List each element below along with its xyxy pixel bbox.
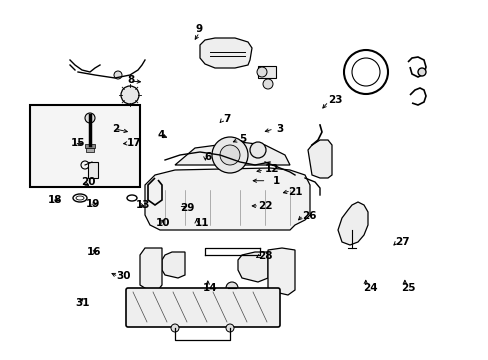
Text: 10: 10 bbox=[155, 218, 170, 228]
Text: 22: 22 bbox=[258, 201, 272, 211]
Text: 12: 12 bbox=[264, 164, 279, 174]
Text: 16: 16 bbox=[87, 247, 102, 257]
Circle shape bbox=[212, 137, 247, 173]
Circle shape bbox=[220, 145, 240, 165]
Text: 1: 1 bbox=[272, 176, 280, 186]
Polygon shape bbox=[162, 252, 184, 278]
Text: 13: 13 bbox=[136, 200, 150, 210]
Circle shape bbox=[257, 67, 266, 77]
Text: 24: 24 bbox=[362, 283, 377, 293]
Polygon shape bbox=[200, 38, 251, 68]
Polygon shape bbox=[307, 140, 331, 178]
Circle shape bbox=[114, 71, 122, 79]
Text: 30: 30 bbox=[116, 271, 131, 282]
Text: 19: 19 bbox=[85, 199, 100, 210]
Bar bbox=[30, 105, 140, 187]
Polygon shape bbox=[145, 168, 309, 230]
Text: 2: 2 bbox=[112, 124, 120, 134]
Text: 15: 15 bbox=[71, 138, 85, 148]
Text: 21: 21 bbox=[288, 186, 303, 197]
Text: 20: 20 bbox=[81, 177, 95, 187]
Text: 3: 3 bbox=[276, 124, 283, 134]
Text: 26: 26 bbox=[302, 211, 316, 221]
Text: 31: 31 bbox=[76, 298, 90, 308]
Circle shape bbox=[85, 113, 95, 123]
Text: 28: 28 bbox=[258, 251, 272, 261]
Polygon shape bbox=[238, 252, 267, 282]
Circle shape bbox=[121, 86, 139, 104]
Bar bbox=[258, 66, 275, 78]
Circle shape bbox=[417, 68, 425, 76]
Circle shape bbox=[249, 142, 265, 158]
FancyBboxPatch shape bbox=[126, 288, 280, 327]
Text: 25: 25 bbox=[400, 283, 415, 293]
Text: 27: 27 bbox=[394, 237, 409, 247]
Text: 7: 7 bbox=[223, 114, 230, 124]
Circle shape bbox=[263, 79, 272, 89]
Polygon shape bbox=[267, 248, 294, 295]
Bar bbox=[86, 148, 94, 152]
Text: 17: 17 bbox=[127, 138, 142, 148]
Polygon shape bbox=[175, 142, 289, 165]
Text: 6: 6 bbox=[204, 152, 211, 162]
Polygon shape bbox=[337, 202, 367, 245]
Circle shape bbox=[171, 324, 179, 332]
Bar bbox=[85, 144, 95, 148]
Text: 9: 9 bbox=[196, 24, 203, 34]
Text: 14: 14 bbox=[203, 283, 217, 293]
Text: 8: 8 bbox=[127, 75, 134, 85]
Text: 5: 5 bbox=[239, 134, 246, 144]
Bar bbox=[88, 162, 98, 178]
Text: 29: 29 bbox=[180, 203, 194, 213]
Text: 23: 23 bbox=[328, 95, 343, 105]
Circle shape bbox=[225, 282, 238, 294]
Text: 11: 11 bbox=[194, 218, 209, 228]
Polygon shape bbox=[140, 248, 162, 290]
Circle shape bbox=[225, 324, 234, 332]
Text: 18: 18 bbox=[48, 195, 62, 205]
Text: 4: 4 bbox=[157, 130, 164, 140]
